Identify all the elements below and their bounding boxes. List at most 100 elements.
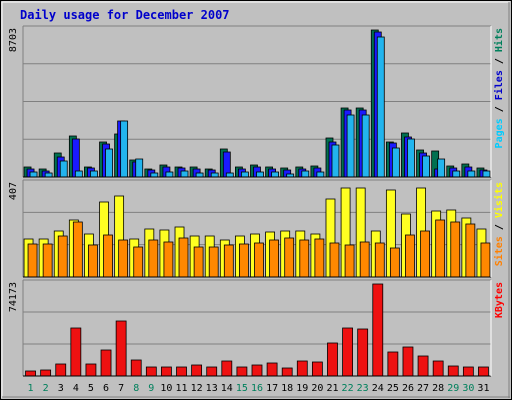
day-label-17: 17	[266, 383, 278, 394]
day-label-27: 27	[417, 383, 429, 394]
legend-item: Files	[493, 70, 505, 100]
bar-sites-day-15	[239, 243, 249, 278]
bar-sites-day-26	[405, 234, 415, 278]
panel-bottom-legend: KBytes	[494, 282, 505, 318]
bar-pages-day-13	[210, 172, 219, 178]
bar-sites-day-21	[329, 242, 340, 278]
bar-sites-day-14	[223, 244, 234, 278]
bar-pages-day-27	[422, 155, 430, 178]
bar-kbytes-day-7	[115, 320, 127, 377]
legend-item: KBytes	[494, 282, 505, 318]
day-label-28: 28	[432, 383, 444, 394]
day-label-24: 24	[372, 383, 384, 394]
bar-sites-day-30	[465, 223, 476, 278]
legend-item: /	[494, 218, 505, 236]
bar-sites-day-20	[314, 238, 325, 278]
bar-pages-day-3	[59, 160, 68, 178]
legend-item: Visits	[493, 182, 505, 218]
bar-pages-day-20	[316, 171, 325, 178]
bar-sites-day-23	[359, 241, 370, 278]
bar-sites-day-4	[72, 221, 83, 278]
bar-kbytes-day-9	[145, 366, 157, 377]
bar-kbytes-day-16	[251, 364, 263, 377]
bar-pages-day-26	[407, 138, 415, 178]
day-label-26: 26	[402, 383, 414, 394]
bar-sites-day-11	[178, 237, 189, 278]
panel-bottom: 74173 KBytes	[8, 279, 505, 377]
bar-kbytes-day-17	[266, 362, 278, 377]
day-label-13: 13	[206, 383, 218, 394]
day-label-16: 16	[251, 383, 263, 394]
bar-sites-day-19	[299, 239, 310, 278]
bar-pages-day-22	[346, 114, 355, 178]
day-label-3: 3	[58, 383, 64, 394]
bar-sites-day-6	[103, 234, 113, 278]
bar-sites-day-3	[57, 235, 68, 278]
legend-item: /	[494, 52, 505, 70]
bar-kbytes-day-14	[221, 360, 233, 377]
bar-kbytes-day-25	[387, 351, 399, 377]
bar-sites-day-10	[163, 241, 174, 278]
panel-bottom-max-label: 74173	[8, 282, 19, 312]
day-label-20: 20	[311, 383, 323, 394]
chart-title: Daily usage for December 2007	[20, 8, 230, 22]
day-label-31: 31	[477, 383, 489, 394]
bar-sites-day-8	[133, 246, 144, 278]
bar-pages-day-14	[225, 172, 234, 178]
day-labels: 1 2 3 4 5 6 7 8 9 10 11 12 13 14 15 16 17 18 19 20 21 22 23 24 2…	[28, 383, 490, 394]
bar-pages-day-2	[44, 172, 53, 178]
bar-kbytes-day-19	[296, 360, 308, 377]
bar-pages-day-15	[241, 171, 249, 178]
day-label-22: 22	[342, 383, 354, 394]
bar-pages-day-4	[74, 170, 83, 178]
bar-sites-day-29	[450, 221, 461, 278]
bar-pages-day-16	[256, 171, 264, 178]
panel-top-legend: Pages / Files / Hits	[493, 28, 505, 148]
day-label-10: 10	[160, 383, 172, 394]
bar-kbytes-day-11	[176, 366, 187, 377]
bar-pages-day-1	[29, 171, 38, 178]
bar-pages-day-7	[120, 120, 129, 178]
day-label-4: 4	[73, 383, 79, 394]
bar-kbytes-day-15	[236, 366, 248, 377]
bar-pages-day-30	[467, 170, 476, 178]
bar-sites-day-18	[284, 237, 295, 278]
bar-kbytes-day-29	[447, 365, 459, 377]
bar-kbytes-day-20	[311, 361, 323, 377]
legend-item: Hits	[493, 28, 505, 52]
panel-middle-max-label: 407	[8, 182, 19, 200]
day-label-19: 19	[296, 383, 308, 394]
bar-kbytes-day-12	[191, 364, 203, 377]
bar-pages-day-5	[90, 170, 98, 178]
day-label-23: 23	[357, 383, 369, 394]
bar-kbytes-day-27	[417, 355, 429, 377]
bar-kbytes-day-1	[25, 370, 36, 377]
bar-pages-day-10	[165, 171, 174, 178]
bar-kbytes-day-10	[161, 366, 172, 377]
bar-pages-day-9	[150, 172, 159, 178]
bar-sites-day-27	[420, 230, 430, 278]
bar-kbytes-day-30	[462, 366, 474, 377]
day-label-25: 25	[387, 383, 399, 394]
bar-sites-day-13	[208, 246, 219, 278]
bar-sites-day-2	[42, 243, 53, 278]
bar-pages-day-23	[361, 114, 370, 178]
bar-pages-day-28	[437, 158, 446, 178]
bar-sites-day-28	[435, 219, 446, 278]
bar-pages-day-12	[195, 172, 204, 178]
bar-kbytes-day-23	[357, 328, 369, 377]
panel-top-max-label: 8703	[8, 28, 19, 52]
bar-kbytes-day-8	[130, 359, 142, 377]
day-label-5: 5	[88, 383, 94, 394]
bar-sites-day-16	[254, 242, 264, 278]
day-label-18: 18	[281, 383, 293, 394]
bar-pages-day-24	[376, 36, 385, 178]
day-label-2: 2	[43, 383, 49, 394]
bar-kbytes-day-22	[342, 327, 353, 377]
day-label-14: 14	[221, 383, 233, 394]
bar-sites-day-1	[27, 243, 38, 278]
panel-middle-legend: Sites / Visits	[493, 182, 505, 266]
bar-pages-day-11	[180, 170, 189, 178]
bar-kbytes-day-6	[100, 349, 112, 377]
